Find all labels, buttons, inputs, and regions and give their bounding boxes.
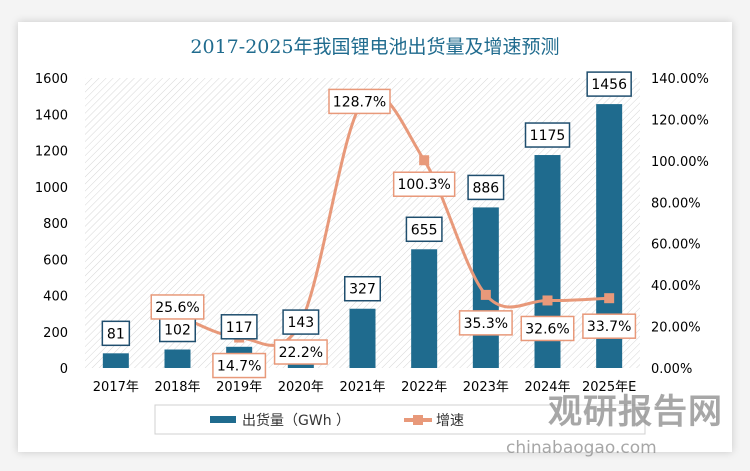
legend-label-line: 增速 — [436, 413, 464, 429]
growth-data-label: 22.2% — [279, 345, 323, 361]
growth-data-label: 128.7% — [333, 94, 386, 110]
y-right-tick-label: 60.00% — [651, 238, 701, 253]
x-tick-label: 2021年 — [339, 380, 385, 395]
y-left-tick-label: 1000 — [35, 181, 68, 196]
bar-label-box — [467, 174, 505, 201]
x-tick-label: 2017年 — [93, 380, 139, 395]
growth-label-box — [328, 88, 391, 115]
x-tick-label: 2022年 — [401, 380, 447, 395]
bar-label-box — [220, 314, 258, 340]
growth-marker — [480, 289, 491, 300]
bar — [164, 349, 191, 368]
legend-box — [154, 404, 646, 435]
bar-data-label: 1175 — [530, 128, 566, 144]
watermark-brand: 观研报告网 — [548, 392, 723, 432]
bar-data-label: 117 — [226, 320, 253, 336]
watermark-site: chinabaogao.com — [506, 438, 657, 458]
bar — [411, 249, 438, 368]
x-tick-label: 2018年 — [154, 380, 200, 395]
bar-data-label: 655 — [411, 222, 438, 238]
bar-label-box — [159, 316, 196, 343]
bar-data-label: 143 — [287, 315, 314, 331]
bar-label-box — [282, 309, 320, 335]
growth-label-box — [273, 339, 328, 365]
bar-data-label: 81 — [107, 326, 125, 342]
legend-swatch-bar — [210, 416, 236, 423]
y-left-tick-label: 600 — [43, 253, 68, 268]
y-right-tick-label: 20.00% — [651, 321, 701, 336]
bar — [102, 353, 129, 368]
growth-data-label: 32.6% — [525, 321, 569, 337]
bar-data-label: 327 — [349, 282, 376, 298]
chart-title: 2017-2025年我国锂电池出货量及增速预测 — [190, 36, 559, 58]
x-tick-label: 2024年 — [524, 380, 570, 395]
y-left-tick-label: 400 — [43, 290, 68, 305]
y-left-tick-label: 200 — [43, 326, 68, 341]
growth-label-box — [458, 310, 513, 336]
growth-data-label: 33.7% — [587, 319, 631, 335]
growth-data-label: 25.6% — [155, 300, 199, 316]
x-tick-label: 2020年 — [278, 380, 324, 395]
y-right-tick-label: 0.00% — [651, 362, 692, 377]
x-tick-label: 2019年 — [216, 380, 262, 395]
y-left-tick-label: 0 — [60, 362, 68, 377]
bar-label-box — [405, 216, 443, 243]
growth-marker — [419, 155, 430, 166]
bar-label-box — [524, 122, 571, 148]
y-left-tick-label: 1200 — [35, 145, 68, 160]
growth-data-label: 100.3% — [397, 177, 450, 193]
growth-marker — [604, 293, 615, 304]
bar-label-box — [586, 71, 632, 97]
legend-swatch-marker — [413, 415, 423, 425]
legend-label-bar: 出货量（GWh ） — [242, 412, 350, 429]
y-left-tick-label: 1600 — [35, 72, 68, 87]
y-left-tick-label: 1400 — [35, 108, 68, 123]
y-right-tick-label: 80.00% — [651, 196, 701, 211]
growth-data-label: 14.7% — [217, 359, 261, 375]
growth-label-box — [150, 294, 205, 320]
growth-label-box — [520, 315, 575, 342]
bar-label-box — [101, 320, 131, 347]
growth-marker — [542, 295, 553, 306]
y-right-tick-label: 120.00% — [651, 113, 709, 128]
bar-label-box — [344, 275, 381, 302]
growth-label-box — [392, 171, 456, 197]
y-right-tick-label: 40.00% — [651, 279, 701, 294]
y-right-tick-label: 140.00% — [651, 72, 709, 87]
bar-data-label: 1456 — [591, 77, 627, 93]
bar-data-label: 886 — [472, 180, 499, 196]
bar — [472, 207, 499, 368]
x-tick-label: 2023年 — [463, 380, 509, 395]
bar — [349, 308, 376, 368]
y-left-tick-label: 800 — [43, 217, 68, 232]
x-tick-label: 2025年E — [582, 380, 636, 395]
growth-data-label: 35.3% — [464, 316, 508, 332]
growth-label-box — [212, 352, 267, 379]
growth-label-box — [582, 313, 637, 339]
bar-data-label: 102 — [164, 323, 191, 339]
y-right-tick-label: 100.00% — [651, 155, 709, 170]
